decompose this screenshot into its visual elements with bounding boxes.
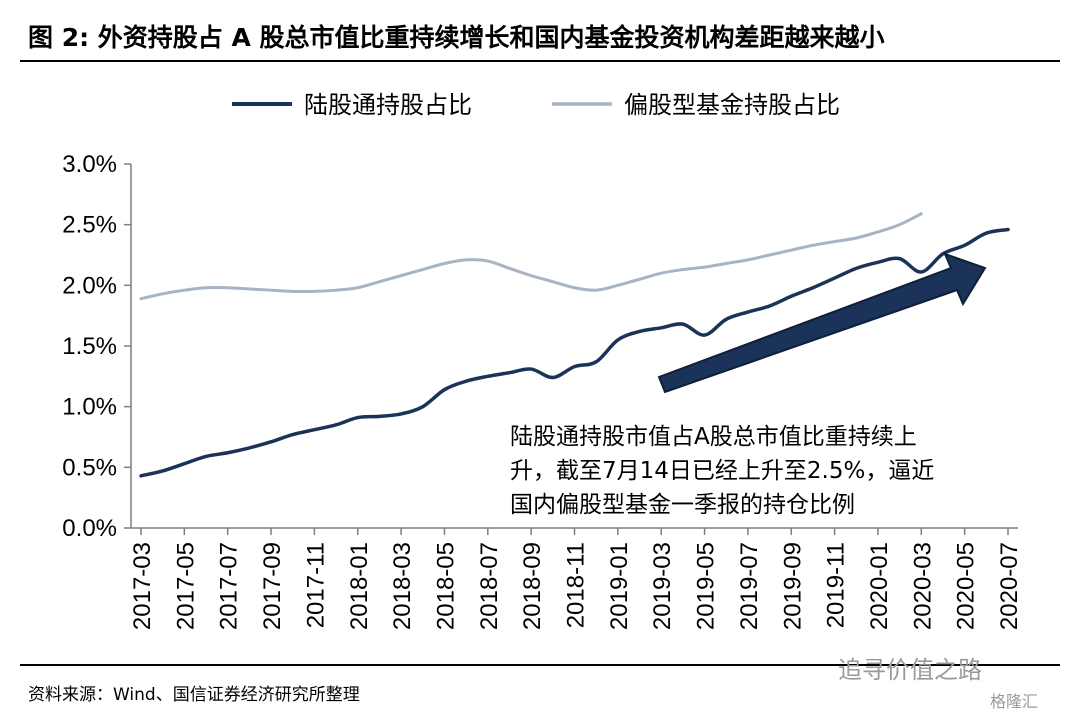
x-tick-label: 2020-03 — [909, 542, 936, 630]
y-tick-label: 3.0% — [62, 151, 117, 178]
y-axis: 0.0% 0.5% 1.0% 1.5% 2.0% 2.5% 3.0% — [62, 151, 132, 542]
title-bar: 图 2: 外资持股占 A 股总市值比重持续增长和国内基金投资机构差距越来越小 — [20, 14, 1060, 62]
trend-arrow — [657, 252, 987, 394]
watermark-small: 格隆汇 — [990, 692, 1039, 711]
y-tick-label: 0.0% — [62, 515, 117, 542]
y-tick-label: 1.0% — [62, 394, 117, 421]
legend: 陆股通持股占比 偏股型基金持股占比 — [232, 91, 840, 119]
legend-label: 陆股通持股占比 — [304, 91, 472, 119]
x-tick-label: 2018-11 — [563, 542, 590, 628]
legend-label: 偏股型基金持股占比 — [624, 91, 840, 119]
x-tick-label: 2018-09 — [519, 542, 546, 630]
x-tick-label: 2018-03 — [389, 542, 416, 630]
x-tick-label: 2019-01 — [606, 542, 633, 630]
y-tick-label: 1.5% — [62, 333, 117, 360]
x-tick-label: 2020-05 — [953, 542, 980, 630]
x-tick-label: 2018-01 — [346, 542, 373, 630]
y-tick-label: 2.5% — [62, 212, 117, 239]
x-tick-label: 2019-09 — [779, 542, 806, 630]
series-layer — [139, 212, 1010, 478]
y-tick-label: 0.5% — [62, 454, 117, 481]
x-tick-label: 2019-05 — [693, 542, 720, 630]
x-tick-label: 2019-03 — [649, 542, 676, 630]
x-tick-label: 2017-03 — [129, 542, 156, 630]
x-tick-label: 2017-07 — [216, 542, 243, 630]
x-tick-label: 2017-05 — [172, 542, 199, 630]
source-note: 资料来源：Wind、国信证券经济研究所整理 — [28, 685, 360, 705]
footer-divider — [20, 664, 1060, 666]
trend-arrow-shape — [657, 252, 987, 394]
annotation-line: 国内偏股型基金一季报的持仓比例 — [510, 492, 855, 518]
x-tick-label: 2019-11 — [823, 542, 850, 628]
annotation-line: 升，截至7月14日已经上升至2.5%，逼近 — [510, 458, 934, 484]
annotation-line: 陆股通持股市值占A股总市值比重持续上 — [510, 424, 917, 450]
x-tick-label: 2018-07 — [476, 542, 503, 630]
x-axis: 2017-03 2017-05 2017-07 2017-09 2017-11 2018-… — [129, 527, 1023, 630]
y-tick-label: 2.0% — [62, 272, 117, 299]
title-divider — [20, 60, 1060, 62]
chart-title: 图 2: 外资持股占 A 股总市值比重持续增长和国内基金投资机构差距越来越小 — [28, 23, 885, 52]
series-line-equity-fund — [139, 212, 923, 301]
x-tick-label: 2017-11 — [302, 542, 329, 628]
x-tick-label: 2020-01 — [866, 542, 893, 630]
x-tick-label: 2019-07 — [736, 542, 763, 630]
x-tick-label: 2018-05 — [432, 542, 459, 630]
x-tick-label: 2020-07 — [996, 542, 1023, 630]
x-tick-label: 2017-09 — [259, 542, 286, 630]
watermark: 追寻价值之路 — [838, 656, 982, 684]
series-line-northbound — [139, 227, 1010, 478]
annotation: 陆股通持股市值占A股总市值比重持续上升，截至7月14日已经上升至2.5%，逼近国… — [510, 424, 934, 518]
